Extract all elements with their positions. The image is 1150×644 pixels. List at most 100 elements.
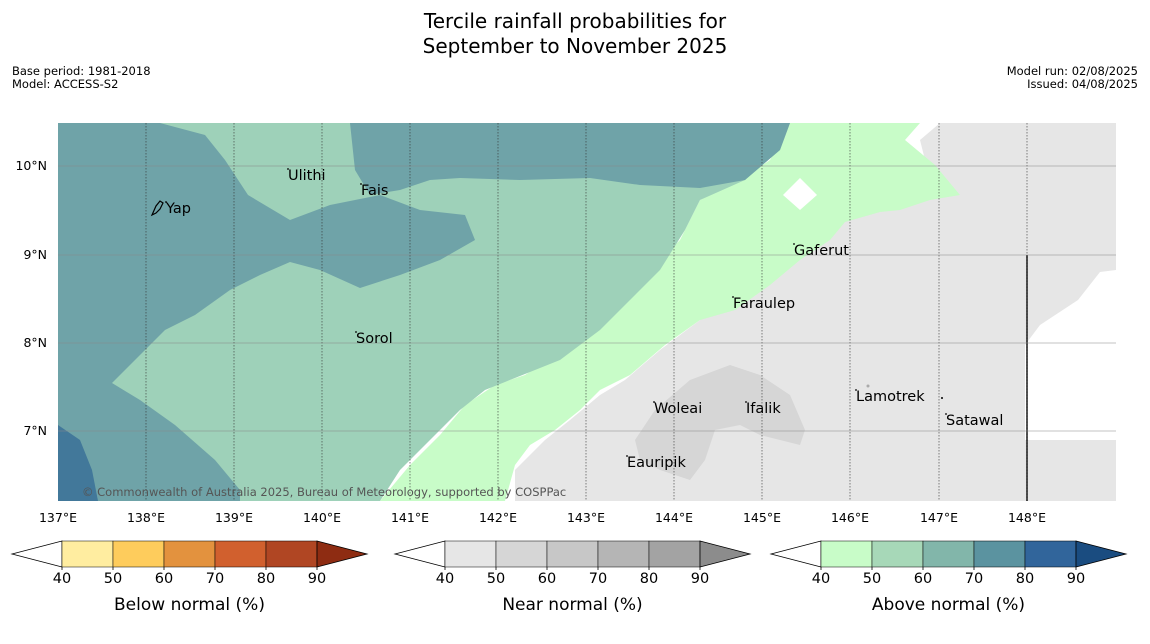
- graticule: 137°E 138°E 139°E 140°E 141°E 142°E 143°E 144°E…: [15, 123, 1116, 525]
- colorbar-1: 40 50 60 70 80 90 Below normal (%): [10, 540, 369, 615]
- place-label-woleai: Woleai: [654, 401, 702, 417]
- lat-label: 8°N: [23, 335, 47, 350]
- copyright-notice: © Commonwealth of Australia 2025, Bureau…: [82, 485, 566, 499]
- probability-field: [58, 123, 1116, 501]
- model-run: Model run: 02/08/2025: [1006, 64, 1138, 78]
- title-line-2: September to November 2025: [422, 34, 728, 58]
- colorbar-tick-label: 40: [436, 571, 454, 587]
- lon-label: 143°E: [567, 510, 605, 525]
- colorbar-segment: [597, 540, 650, 568]
- lon-label: 147°E: [920, 510, 958, 525]
- colorbar-segment: [973, 540, 1026, 568]
- colorbars: 40 50 60 70 80 90 Below normal (%) 40 50 60 70 80 90…: [10, 540, 1128, 615]
- island-dot: [653, 401, 655, 403]
- colorbar-tick-label: 80: [257, 571, 275, 587]
- colorbar-tick-label: 60: [538, 571, 556, 587]
- above-normal-70-80-region: [58, 425, 98, 501]
- island-dot: [626, 455, 628, 457]
- island-dot: [855, 389, 857, 391]
- colorbar-segment: [871, 540, 924, 568]
- colorbar-tick-label: 60: [155, 571, 173, 587]
- colorbar-segment: [820, 540, 873, 568]
- above-normal-40-50-region: [380, 123, 960, 501]
- colorbar-tick-label: 50: [863, 571, 881, 587]
- colorbar-tick-label: 50: [487, 571, 505, 587]
- yap-island-shape: [150, 200, 164, 217]
- island-dot: [793, 243, 795, 245]
- lon-label: 142°E: [479, 510, 517, 525]
- colorbar-title: Near normal (%): [502, 595, 642, 615]
- colorbar-extend-low: [393, 540, 446, 568]
- island-dot: [360, 183, 362, 185]
- colorbar-segment: [163, 540, 216, 568]
- meta-right: Model run: 02/08/2025 Issued: 04/08/2025: [1007, 65, 1138, 91]
- island-dot: [165, 201, 167, 203]
- colorbar-segment: [922, 540, 975, 568]
- colorbar-tick-label: 40: [812, 571, 830, 587]
- colorbar-tick-label: 90: [691, 571, 709, 587]
- place-label-satawal: Satawal: [946, 413, 1003, 429]
- above-normal-60-70-north: [350, 123, 790, 195]
- colorbar-tick-label: 70: [589, 571, 607, 587]
- lon-label: 138°E: [127, 510, 165, 525]
- colorbar-tick-label: 70: [206, 571, 224, 587]
- place-label-gaferut: Gaferut: [794, 243, 849, 259]
- lon-label: 146°E: [831, 510, 869, 525]
- colorbar-tick-label: 70: [965, 571, 983, 587]
- no-signal-hole: [783, 178, 817, 210]
- issued-date: Issued: 04/08/2025: [1027, 77, 1138, 91]
- lon-label: 145°E: [743, 510, 781, 525]
- colorbar-tick-label: 60: [914, 571, 932, 587]
- colorbar-2: 40 50 60 70 80 90 Near normal (%): [393, 540, 752, 615]
- colorbar-extend-high: [316, 540, 369, 568]
- place-label-fais: Fais: [361, 183, 388, 199]
- colorbar-segment: [1024, 540, 1077, 568]
- title-line-1: Tercile rainfall probabilities for: [423, 9, 727, 33]
- place-label-yap: Yap: [165, 201, 191, 217]
- island-dot: [866, 384, 870, 388]
- colorbar-tick-label: 80: [1016, 571, 1034, 587]
- place-label-sorol: Sorol: [356, 331, 393, 347]
- lon-label: 139°E: [215, 510, 253, 525]
- island-dot: [355, 331, 357, 333]
- colorbar-segment: [214, 540, 267, 568]
- colorbar-tick-label: 50: [104, 571, 122, 587]
- above-normal-60-70-region: [58, 123, 475, 501]
- place-label-faraulep: Faraulep: [733, 296, 795, 312]
- place-label-ifalik: Ifalik: [746, 401, 781, 417]
- colorbar-extend-high: [1075, 540, 1128, 568]
- model-name: Model: ACCESS-S2: [12, 77, 119, 91]
- colorbar-segment: [546, 540, 599, 568]
- colorbar-3: 40 50 60 70 80 90 Above normal (%): [769, 540, 1128, 615]
- colorbar-tick-label: 80: [640, 571, 658, 587]
- colorbar-tick-label: 40: [53, 571, 71, 587]
- island-dot: [287, 168, 289, 170]
- colorbar-segment: [648, 540, 701, 568]
- colorbar-segment: [61, 540, 114, 568]
- colorbar-tick-label: 90: [308, 571, 326, 587]
- near-normal-50-60-region: [635, 365, 805, 480]
- island-dot: [941, 397, 943, 399]
- lon-label: 137°E: [39, 510, 77, 525]
- colorbar-extend-high: [699, 540, 752, 568]
- island-dot: [745, 401, 747, 403]
- colorbar-segment: [265, 540, 318, 568]
- colorbar-segment: [444, 540, 497, 568]
- lat-label: 7°N: [23, 423, 47, 438]
- lon-label: 140°E: [303, 510, 341, 525]
- island-dot: [732, 296, 734, 298]
- colorbar-tick-label: 90: [1067, 571, 1085, 587]
- chart-title: Tercile rainfall probabilities for Septe…: [0, 9, 1150, 59]
- lat-label: 9°N: [23, 247, 47, 262]
- island-dot: [945, 413, 947, 415]
- meta-left: Base period: 1981-2018 Model: ACCESS-S2: [12, 65, 151, 91]
- place-label-lamotrek: Lamotrek: [856, 389, 925, 405]
- base-period: Base period: 1981-2018: [12, 64, 151, 78]
- island-markers: Yap Ulithi Fais Sorol Gaferut Faraulep Woleai I…: [150, 168, 1003, 471]
- colorbar-extend-low: [10, 540, 63, 568]
- place-label-ulithi: Ulithi: [288, 168, 326, 184]
- colorbar-title: Above normal (%): [872, 595, 1025, 615]
- place-label-eauripik: Eauripik: [627, 455, 686, 471]
- colorbar-extend-low: [769, 540, 822, 568]
